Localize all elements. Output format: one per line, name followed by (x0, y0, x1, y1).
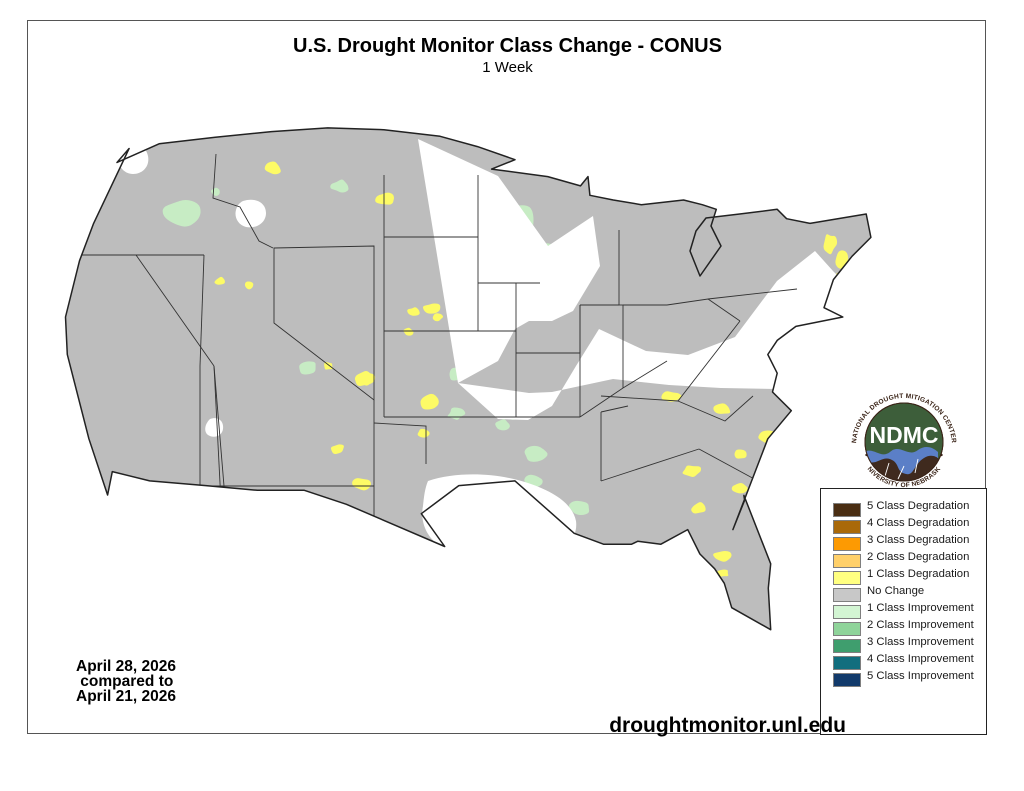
svg-text:NDMC: NDMC (870, 422, 939, 448)
